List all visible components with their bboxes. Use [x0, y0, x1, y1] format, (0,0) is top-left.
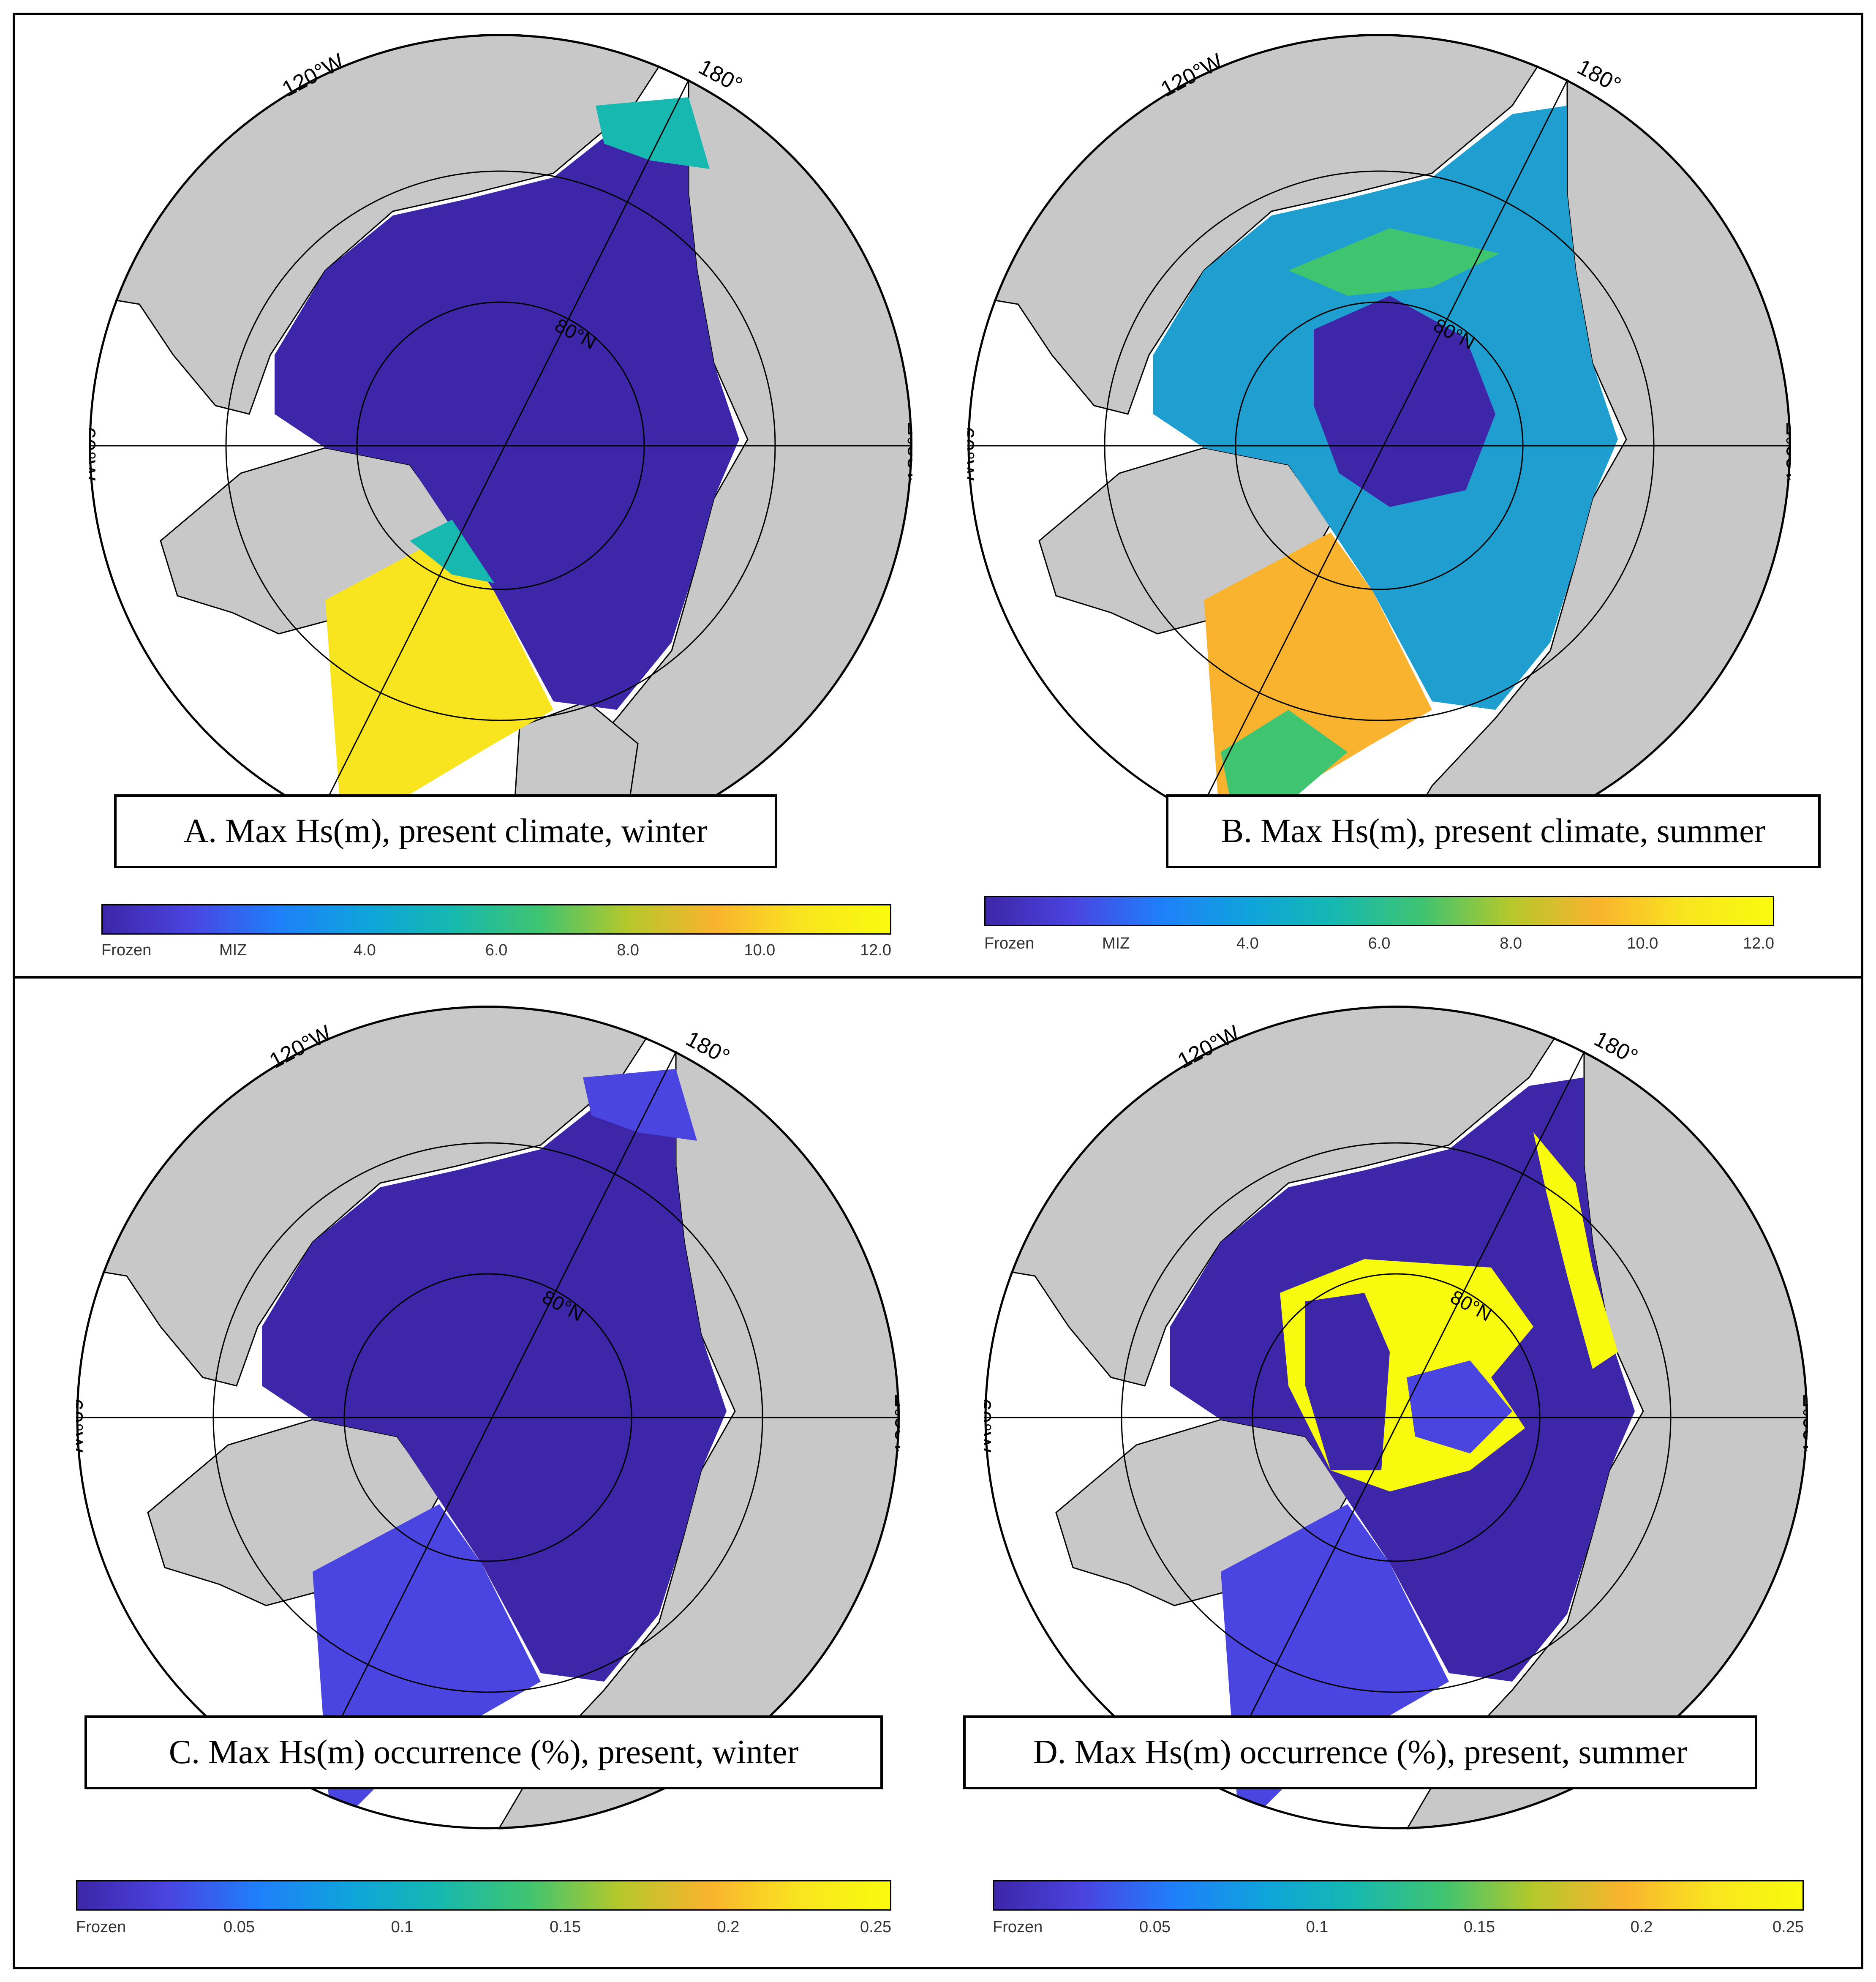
label-60w: 60°W: [89, 427, 100, 481]
blue-occurrence-field: [1407, 1360, 1512, 1453]
colorbar-panel-c: [76, 1880, 891, 1911]
map-panel-c: 120°W 180° 60°W 120°E 80°N: [76, 1006, 900, 1829]
caption-panel-a: A. Max Hs(m), present climate, winter: [114, 794, 777, 868]
bering-field: [583, 1069, 697, 1141]
colorbar-panel-b: [984, 896, 1774, 926]
central-frozen-field: [1305, 1293, 1390, 1470]
colorbar-tick-label: MIZ: [219, 941, 247, 959]
outer-green-field: [1288, 228, 1500, 296]
colorbar-ticks-d: Frozen 0.05 0.1 0.15 0.2 0.25: [993, 1918, 1804, 1939]
meridian-line: [295, 1043, 681, 1809]
colorbar-ticks-b: Frozen MIZ 4.0 6.0 8.0 10.0 12.0: [984, 935, 1774, 956]
colorbar-tick-label: 8.0: [1500, 935, 1522, 952]
label-120e: 120°E: [1799, 1393, 1808, 1453]
colorbar-tick-label: 0.05: [1139, 1918, 1171, 1936]
colorbar-tick-label: 0.15: [1464, 1918, 1495, 1936]
yellow-rim: [1533, 1132, 1618, 1369]
colorbar-tick-label: Frozen: [984, 935, 1035, 952]
colorbar-panel-d: [993, 1880, 1804, 1911]
figure-frame: [13, 13, 1863, 1969]
colorbar-tick-label: 0.25: [860, 1918, 891, 1936]
colorbar-tick-label: Frozen: [993, 1918, 1043, 1936]
meridian-line: [308, 71, 694, 837]
label-60w: 60°W: [76, 1399, 87, 1453]
colorbar-tick-label: 12.0: [1743, 935, 1774, 952]
meridian-line: [1203, 1043, 1589, 1809]
colorbar-ticks-a: Frozen MIZ 4.0 6.0 8.0 10.0 12.0: [101, 941, 891, 962]
colorbar-tick-label: 0.2: [717, 1918, 740, 1936]
colorbar-tick-label: Frozen: [101, 941, 152, 959]
arctic-ocean-field: [262, 1077, 727, 1682]
land-eurasia: [1389, 34, 1791, 858]
map-panel-a: 120°W 180° 60°W 120°E 80°N: [89, 34, 912, 858]
colorbar-panel-a: [101, 904, 891, 935]
label-120e: 120°E: [891, 1393, 900, 1453]
colorbar-tick-label: 10.0: [744, 941, 776, 959]
bering-field: [596, 97, 710, 169]
caption-panel-c: C. Max Hs(m) occurrence (%), present, wi…: [84, 1715, 883, 1789]
colorbar-tick-label: 8.0: [617, 941, 640, 959]
map-boundary: [984, 1006, 1808, 1829]
colorbar-tick-label: 10.0: [1627, 935, 1658, 952]
label-120e: 120°E: [1782, 422, 1791, 482]
atlantic-field: [325, 532, 553, 837]
colorbar-tick-label: 6.0: [1368, 935, 1391, 952]
colorbar-tick-label: 0.2: [1630, 1918, 1653, 1936]
central-frozen-field: [1314, 296, 1495, 507]
colorbar-tick-label: 4.0: [353, 941, 376, 959]
map-panel-d: 120°W 180° 60°W 120°E 80°N: [984, 1006, 1808, 1829]
label-60w: 60°W: [984, 1399, 995, 1453]
colorbar-tick-label: 12.0: [860, 941, 891, 959]
row-divider: [13, 976, 1863, 979]
meridian-line: [1186, 71, 1572, 837]
label-60w: 60°W: [967, 427, 978, 481]
colorbar-tick-label: 0.1: [391, 1918, 414, 1936]
land-eurasia: [1405, 1006, 1808, 1829]
colorbar-tick-label: 6.0: [485, 941, 508, 959]
colorbar-tick-label: 0.25: [1773, 1918, 1804, 1936]
colorbar-tick-label: 0.1: [1306, 1918, 1329, 1936]
map-boundary: [76, 1006, 900, 1829]
colorbar-tick-label: MIZ: [1102, 935, 1130, 952]
caption-panel-b: B. Max Hs(m), present climate, summer: [1166, 794, 1821, 868]
colorbar-tick-label: 0.05: [223, 1918, 255, 1936]
colorbar-tick-label: Frozen: [76, 1918, 126, 1936]
colorbar-tick-label: 4.0: [1236, 935, 1259, 952]
label-120e: 120°E: [904, 422, 912, 482]
map-panel-b: 120°W 180° 60°W 120°E 80°N: [967, 34, 1791, 858]
colorbar-tick-label: 0.15: [550, 1918, 581, 1936]
caption-panel-d: D. Max Hs(m) occurrence (%), present, su…: [963, 1715, 1757, 1789]
arctic-ocean-field: [275, 106, 739, 710]
colorbar-ticks-c: Frozen 0.05 0.1 0.15 0.2 0.25: [76, 1918, 891, 1939]
